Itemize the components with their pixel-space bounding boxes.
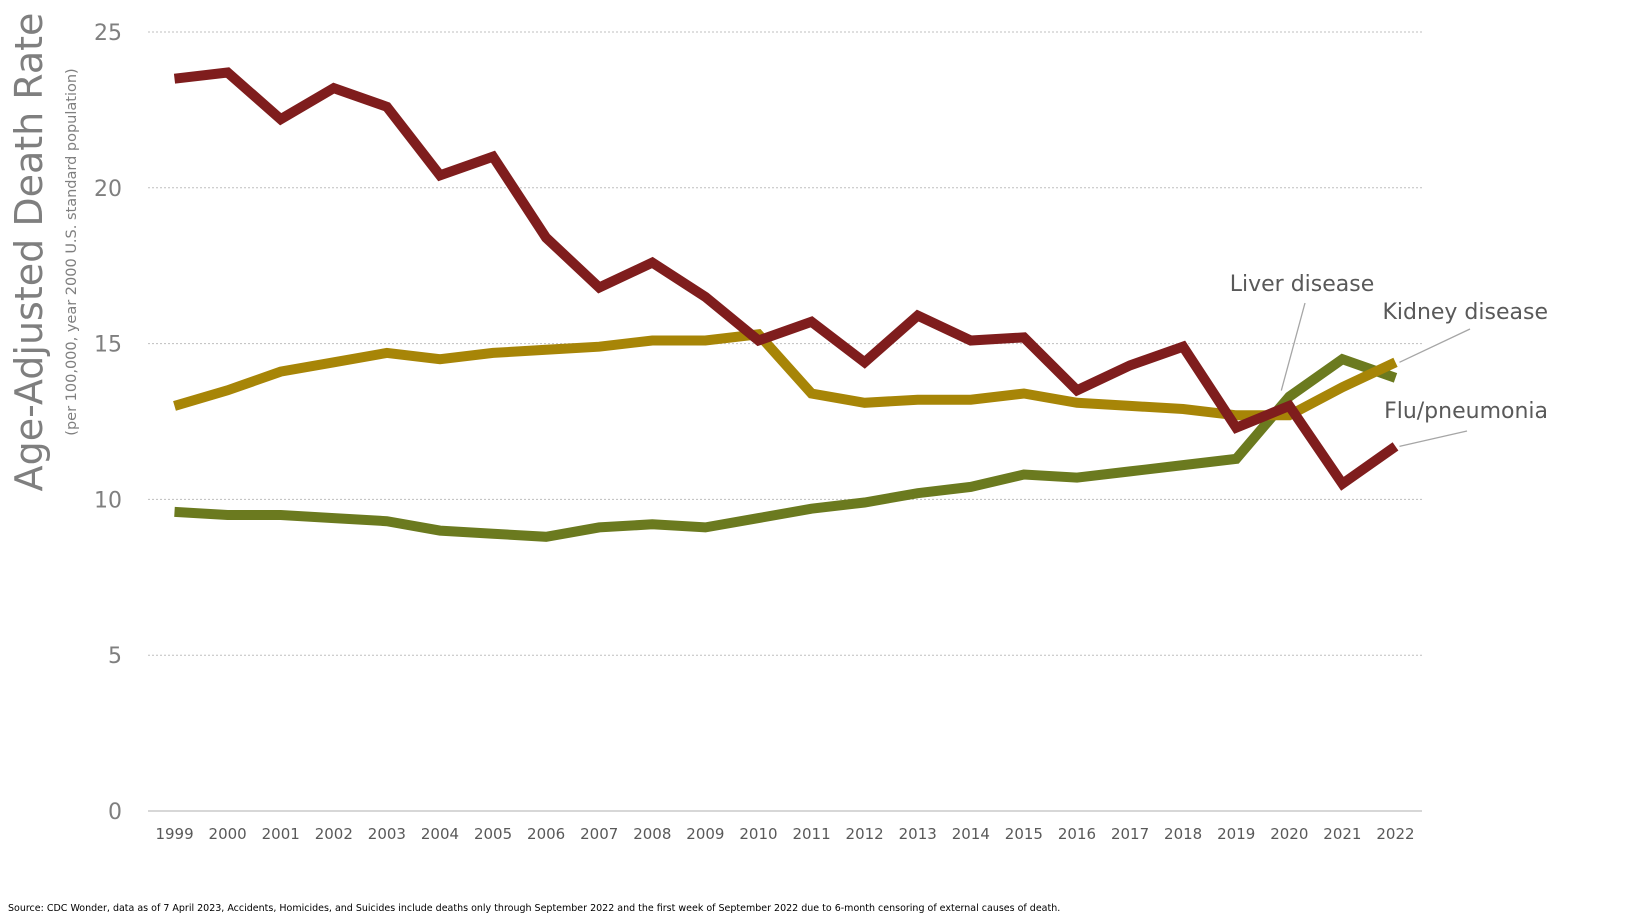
series-lines	[173, 67, 1399, 542]
y-axis-sublabel: (per 100,000, year 2000 U.S. standard po…	[64, 68, 80, 435]
y-axis-ticks: 0 5 10 15 20 25	[94, 21, 122, 825]
y-tick-label: 10	[94, 488, 122, 513]
x-tick-label: 2016	[1058, 825, 1096, 843]
y-axis-title: Age-Adjusted Death Rate (per 100,000, ye…	[7, 13, 80, 492]
x-tick-label: 2009	[686, 825, 724, 843]
gridlines	[148, 31, 1422, 812]
x-tick-label: 2012	[846, 825, 884, 843]
x-tick-label: 2005	[474, 825, 512, 843]
x-axis-ticks: 1999 2000 2001 2002 2003 2004 2005 2006 2007 2008…	[155, 825, 1414, 843]
series-line-kidney-disease	[173, 329, 1398, 421]
leader-line-liver-disease	[1280, 302, 1306, 391]
x-tick-label: 2010	[739, 825, 777, 843]
x-tick-label: 2022	[1376, 825, 1414, 843]
x-tick-label: 2020	[1270, 825, 1308, 843]
source-note: Source: CDC Wonder, data as of 7 April 2…	[8, 903, 1060, 914]
series-label-flu-pneumonia: Flu/pneumonia	[1384, 399, 1548, 424]
x-tick-label: 2015	[1005, 825, 1043, 843]
x-tick-label: 2014	[952, 825, 990, 843]
series-line-liver-disease	[174, 353, 1398, 542]
x-tick-label: 2013	[899, 825, 937, 843]
y-tick-label: 0	[108, 800, 122, 825]
x-tick-label: 2002	[315, 825, 353, 843]
x-tick-label: 1999	[155, 825, 193, 843]
y-axis-label: Age-Adjusted Death Rate	[7, 13, 51, 492]
x-tick-label: 2018	[1164, 825, 1202, 843]
x-tick-label: 2003	[368, 825, 406, 843]
y-tick-label: 20	[94, 177, 122, 202]
y-tick-label: 25	[94, 21, 122, 46]
x-tick-label: 2017	[1111, 825, 1149, 843]
x-tick-label: 2019	[1217, 825, 1255, 843]
x-tick-label: 2000	[209, 825, 247, 843]
series-labels: Flu/pneumonia Kidney disease Liver disease	[1230, 272, 1548, 448]
x-tick-label: 2007	[580, 825, 618, 843]
x-tick-label: 2008	[633, 825, 671, 843]
x-tick-label: 2021	[1323, 825, 1361, 843]
y-tick-label: 15	[94, 333, 122, 358]
x-tick-label: 2006	[527, 825, 565, 843]
leader-line-flu-pneumonia	[1399, 430, 1468, 448]
leader-line-kidney-disease	[1399, 328, 1471, 363]
x-tick-label: 2001	[262, 825, 300, 843]
x-tick-label: 2004	[421, 825, 459, 843]
y-tick-label: 5	[108, 644, 122, 669]
series-label-kidney-disease: Kidney disease	[1382, 300, 1548, 325]
series-line-flu-pneumonia	[173, 67, 1399, 491]
x-tick-label: 2011	[792, 825, 830, 843]
series-label-liver-disease: Liver disease	[1230, 272, 1375, 297]
